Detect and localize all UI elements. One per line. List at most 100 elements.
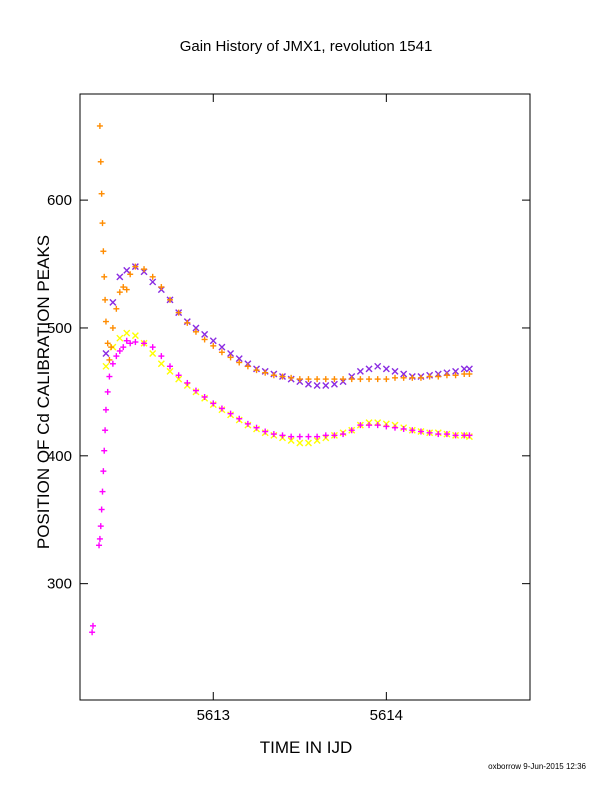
data-point (175, 372, 182, 379)
data-point (322, 432, 329, 439)
data-point (102, 350, 110, 358)
data-point (305, 433, 312, 440)
data-point (127, 271, 134, 278)
data-point (104, 388, 111, 395)
data-point (466, 432, 473, 439)
data-point (383, 423, 390, 430)
data-point (201, 330, 209, 338)
data-point (304, 439, 312, 447)
data-point (132, 339, 139, 346)
data-point (296, 439, 304, 447)
data-point (210, 400, 217, 407)
data-point (123, 266, 131, 274)
data-point (96, 122, 103, 129)
data-point (102, 362, 110, 370)
data-point (98, 506, 105, 513)
data-point (192, 324, 200, 332)
data-point (348, 427, 355, 434)
data-point (184, 319, 191, 326)
data-point (288, 433, 295, 440)
data-point (149, 350, 157, 358)
data-point (120, 284, 127, 291)
data-point (409, 374, 416, 381)
data-point (435, 373, 442, 380)
data-point (192, 387, 199, 394)
data-point (98, 190, 105, 197)
data-point (279, 432, 286, 439)
data-point (89, 622, 96, 629)
data-point (417, 374, 424, 381)
data-point (236, 359, 243, 366)
data-point (304, 380, 312, 388)
data-point (109, 298, 117, 306)
data-point (253, 367, 260, 374)
data-point (400, 425, 407, 432)
data-point (435, 431, 442, 438)
data-point (426, 429, 433, 436)
data-point (201, 394, 208, 400)
data-point (340, 431, 347, 438)
data-point (108, 344, 115, 351)
data-point (244, 420, 251, 427)
data-point (167, 363, 173, 370)
data-point (175, 309, 182, 316)
data-point (131, 332, 139, 340)
data-point (102, 406, 109, 413)
data-point (262, 369, 269, 376)
plot-series (89, 122, 473, 636)
data-point (97, 158, 104, 165)
data-point (123, 329, 131, 337)
data-point (392, 424, 398, 431)
data-point (149, 273, 156, 280)
data-point (287, 436, 295, 444)
data-point (113, 305, 120, 312)
data-point (149, 278, 157, 286)
data-point (123, 337, 130, 344)
data-point (127, 340, 134, 347)
data-point (102, 427, 109, 434)
data-point (443, 372, 450, 379)
data-point (382, 365, 390, 373)
data-point (149, 344, 156, 351)
data-point (305, 376, 312, 383)
data-point (89, 629, 96, 636)
data-point (288, 374, 295, 381)
data-point (340, 376, 347, 383)
y-tick-label: 500 (47, 320, 72, 337)
data-point (452, 432, 459, 439)
data-point (141, 340, 148, 347)
data-point (116, 334, 124, 342)
data-point (109, 360, 116, 367)
data-point (132, 263, 139, 270)
data-point (392, 374, 398, 381)
data-point (374, 422, 381, 429)
data-point (417, 428, 424, 435)
data-point (166, 367, 174, 375)
data-point (296, 376, 303, 383)
data-point (365, 365, 373, 373)
data-point (314, 433, 321, 440)
data-point (357, 376, 364, 383)
data-point (141, 266, 148, 273)
data-point (100, 468, 107, 475)
data-point (113, 353, 120, 360)
data-point (262, 428, 269, 435)
chart-title: Gain History of JMX1, revolution 1541 (180, 38, 433, 55)
data-point (96, 535, 103, 542)
data-point (167, 296, 173, 303)
data-point (209, 337, 217, 345)
data-point (227, 350, 235, 358)
data-point (97, 523, 104, 530)
y-ticks: 300 400 500 600 (47, 192, 530, 593)
data-point (158, 284, 165, 291)
data-point (104, 340, 111, 347)
series-3 (89, 337, 473, 636)
data-point (157, 360, 165, 368)
data-point (270, 431, 277, 438)
data-point (443, 431, 450, 438)
y-tick-label: 300 (47, 576, 72, 593)
x-ticks: 5613 5614 (197, 94, 403, 724)
data-point (313, 436, 321, 444)
data-point (236, 415, 243, 422)
